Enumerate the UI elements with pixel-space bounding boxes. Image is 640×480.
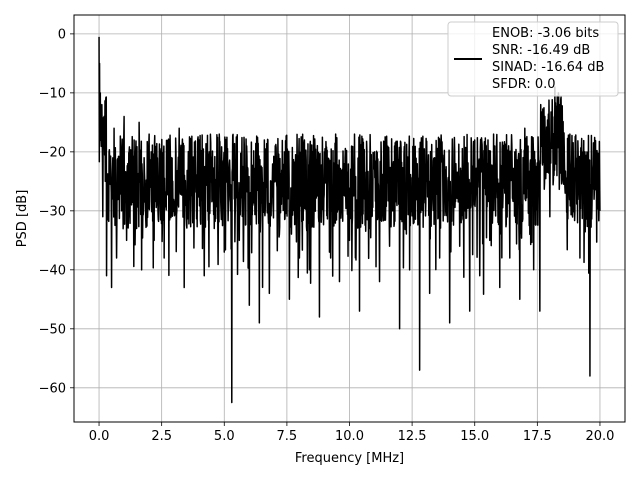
legend: ENOB: -3.06 bits SNR: -16.49 dB SINAD: -… bbox=[447, 21, 619, 97]
legend-sfdr: SFDR: 0.0 bbox=[492, 77, 556, 92]
legend-snr: SNR: -16.49 dB bbox=[492, 43, 590, 58]
y-tick-label: 0 bbox=[58, 27, 66, 42]
y-tick-label: −60 bbox=[39, 381, 66, 396]
legend-sinad: SINAD: -16.64 dB bbox=[492, 60, 604, 75]
x-tick-label: 17.5 bbox=[523, 429, 552, 444]
psd-series-line bbox=[98, 36, 601, 404]
y-tick-label: −20 bbox=[39, 145, 66, 160]
y-axis-label: PSD [dB] bbox=[15, 190, 30, 248]
x-tick-label: 2.5 bbox=[151, 429, 172, 444]
x-tick-label: 15.0 bbox=[460, 429, 489, 444]
y-tick-label: −30 bbox=[39, 204, 66, 219]
x-tick-label: 5.0 bbox=[214, 429, 235, 444]
x-tick-label: 7.5 bbox=[277, 429, 298, 444]
y-tick-label: −50 bbox=[39, 322, 66, 337]
legend-box bbox=[447, 21, 619, 97]
x-tick-label: 10.0 bbox=[335, 429, 364, 444]
x-tick-label: 20.0 bbox=[585, 429, 614, 444]
x-tick-label: 12.5 bbox=[398, 429, 427, 444]
y-tick-label: −40 bbox=[39, 263, 66, 278]
legend-enob: ENOB: -3.06 bits bbox=[492, 26, 599, 41]
x-tick-label: 0.0 bbox=[89, 429, 110, 444]
y-tick-label: −10 bbox=[39, 86, 66, 101]
ticks-layer: 0.0 2.5 5.0 7.5 10.0 12.5 15.0 17.5 20.0 0 −10 −20 −… bbox=[39, 27, 615, 444]
series-layer bbox=[98, 36, 601, 404]
x-axis-label: Frequency [MHz] bbox=[295, 451, 404, 466]
